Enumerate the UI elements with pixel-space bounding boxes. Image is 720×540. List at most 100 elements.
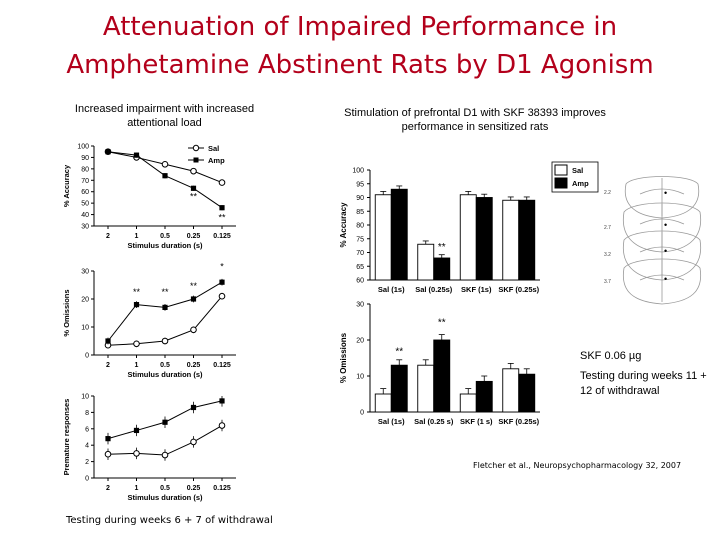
x-tick-label: 1 xyxy=(135,485,139,492)
significance-marker: ** xyxy=(438,318,446,329)
category-label: SKF (0.25s) xyxy=(498,285,539,294)
y-tick-label: 100 xyxy=(352,168,364,175)
right-heading: Stimulation of prefrontal D1 with SKF 38… xyxy=(344,107,606,133)
x-tick-label: 0.5 xyxy=(160,233,170,240)
testing-note: Testing during weeks 11 + 12 of withdraw… xyxy=(580,370,707,397)
legend-item-amp: Amp xyxy=(554,177,589,189)
x-tick-label: 1 xyxy=(135,362,139,369)
data-point-sal xyxy=(218,179,226,186)
y-tick-label: 60 xyxy=(81,189,89,196)
y-axis-label: % Accuracy xyxy=(339,202,348,248)
x-tick-label: 0.5 xyxy=(160,362,170,369)
significance-marker: ** xyxy=(133,287,141,297)
legend-label: Amp xyxy=(572,179,589,188)
significance-marker: * xyxy=(220,262,224,272)
data-point-amp xyxy=(133,427,140,434)
title-line-2: Amphetamine Abstinent Rats by D1 Agonism xyxy=(66,50,654,80)
section-marker-4: • xyxy=(664,274,667,284)
x-tick-label: 0.5 xyxy=(160,485,170,492)
bar-sal xyxy=(374,393,392,413)
data-point-amp xyxy=(133,302,140,308)
data-point-amp xyxy=(162,304,168,310)
category-label: Sal (0.25 s) xyxy=(414,417,454,426)
bar-sal xyxy=(502,368,520,413)
category-label: SKF (1s) xyxy=(461,285,492,294)
data-point-sal xyxy=(161,337,169,345)
left-footer: Testing during weeks 6 + 7 of withdrawal xyxy=(66,515,273,526)
legend-item-sal: Sal xyxy=(554,164,583,176)
data-point-amp xyxy=(105,149,111,155)
data-point-sal xyxy=(190,167,197,175)
y-tick-label: 90 xyxy=(356,195,364,202)
y-tick-label: 60 xyxy=(356,278,364,285)
section-marker-3: • xyxy=(664,246,667,256)
citation: Fletcher et al., Neuropsychopharmacology… xyxy=(473,461,682,470)
category-label: Sal (1s) xyxy=(378,285,405,294)
line-chart-3: 0 2 4 6 8 10 2 1 0.5 0.25 0.125 Stimulus duration (… xyxy=(62,394,236,502)
y-tick-label: 40 xyxy=(81,212,89,219)
y-axis-label: Premature responses xyxy=(62,399,71,476)
data-point-amp xyxy=(219,279,225,285)
y-tick-label: 30 xyxy=(81,224,89,231)
category-label: Sal (1s) xyxy=(378,417,405,426)
bar-sal xyxy=(502,199,520,281)
y-tick-label: 4 xyxy=(85,443,89,450)
data-point-sal xyxy=(190,438,197,446)
section-level-1: 2.2 xyxy=(604,190,611,196)
legend-swatch xyxy=(554,177,568,189)
left-heading: Increased impairment with increased atte… xyxy=(74,103,255,129)
data-point-amp xyxy=(162,173,168,179)
y-tick-label: 85 xyxy=(356,209,364,216)
legend-marker xyxy=(192,144,200,152)
y-tick-label: 2 xyxy=(85,459,89,466)
category-label: SKF (0.25s) xyxy=(498,417,539,426)
x-tick-label: 0.25 xyxy=(187,485,201,492)
y-tick-label: 0 xyxy=(85,353,89,360)
significance-marker: ** xyxy=(438,242,446,253)
bar-sal xyxy=(417,243,435,281)
bar-sal xyxy=(417,364,435,413)
y-tick-label: 20 xyxy=(81,297,89,304)
bar-amp xyxy=(390,188,408,281)
data-point-amp xyxy=(219,398,225,404)
legend-swatch xyxy=(554,164,568,176)
section-marker-2: • xyxy=(664,220,667,230)
x-tick-label: 0.25 xyxy=(187,362,201,369)
data-point-sal xyxy=(218,422,226,429)
significance-marker: * xyxy=(163,173,167,183)
legend-item-amp: Amp xyxy=(188,156,225,165)
significance-marker: ** xyxy=(218,212,226,222)
y-tick-label: 90 xyxy=(81,155,89,162)
x-tick-label: 0.125 xyxy=(213,233,231,240)
section-level-2: 2.7 xyxy=(604,225,611,231)
x-axis-label: Stimulus duration (s) xyxy=(128,370,204,379)
legend-item-sal: Sal xyxy=(188,144,219,153)
data-point-amp xyxy=(105,436,111,442)
x-tick-label: 2 xyxy=(106,233,110,240)
y-tick-label: 0 xyxy=(360,410,364,417)
section-level-labels: 2.2 2.7 3.2 3.7 xyxy=(604,190,611,285)
bar-sal xyxy=(374,194,392,281)
x-tick-label: 0.25 xyxy=(187,233,201,240)
y-tick-label: 30 xyxy=(81,269,89,276)
section-markers: • • • • xyxy=(664,188,667,284)
bar-sal xyxy=(459,393,477,413)
bar-amp xyxy=(475,197,493,281)
bar-amp xyxy=(518,199,536,281)
data-point-amp xyxy=(162,419,168,425)
data-point-sal xyxy=(161,160,169,168)
y-tick-label: 0 xyxy=(85,476,89,483)
y-axis-label: % Omissions xyxy=(62,289,71,336)
bar-amp xyxy=(475,380,493,413)
category-label: Sal (0.25s) xyxy=(415,285,453,294)
y-tick-label: 50 xyxy=(81,201,89,208)
legend-marker xyxy=(193,157,199,163)
line-chart-1: 30 40 50 60 70 80 90 100 2 1 0.5 0.25 0.125 Stimulus … xyxy=(62,144,236,250)
x-tick-label: 0.125 xyxy=(213,362,231,369)
y-tick-label: 10 xyxy=(81,394,89,401)
y-tick-label: 100 xyxy=(77,144,89,151)
bar-amp xyxy=(518,373,536,413)
bar-amp xyxy=(390,364,408,413)
slide-title: Attenuation of Impaired Performance in A… xyxy=(0,8,720,84)
